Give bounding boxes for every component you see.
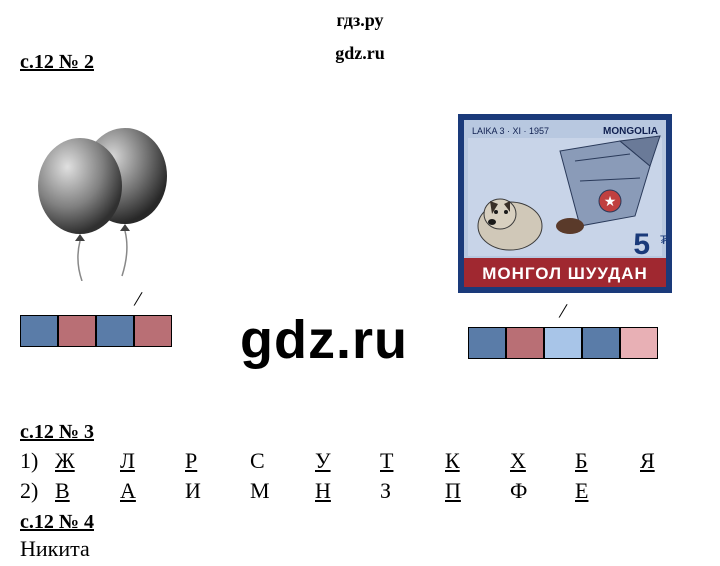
syllable-cell <box>544 327 582 359</box>
letter-cell: А <box>120 478 185 504</box>
balloons-image <box>30 121 180 286</box>
svg-text:5: 5 <box>633 228 650 261</box>
syllable-cell <box>620 327 658 359</box>
letter-cell: С <box>250 448 315 474</box>
letter-cell: Р <box>185 448 250 474</box>
syllable-cell <box>58 315 96 347</box>
svg-text:MONGOLIA: MONGOLIA <box>603 126 658 137</box>
syllable-cell <box>582 327 620 359</box>
stress-mark-1: / <box>132 286 143 313</box>
letter-cell: Я <box>640 448 705 474</box>
letter-cell: Л <box>120 448 185 474</box>
syllable-bar-1 <box>20 315 172 347</box>
syllable-cell <box>20 315 58 347</box>
letter-cell: И <box>185 478 250 504</box>
letter-cell: В <box>55 478 120 504</box>
svg-text:₮: ₮ <box>660 233 668 247</box>
syllable-cell <box>506 327 544 359</box>
letter-cell: Ж <box>55 448 120 474</box>
syllable-bar-2 <box>468 327 658 359</box>
letter-cell: К <box>445 448 510 474</box>
section4-title: с.12 № 4 <box>20 511 94 534</box>
letter-cell: М <box>250 478 315 504</box>
section3-title: с.12 № 3 <box>20 421 705 444</box>
letter-cell: У <box>315 448 380 474</box>
letters-row-1: 1)ЖЛРСУТКХБЯ <box>20 448 705 474</box>
letter-cell: Ф <box>510 478 575 504</box>
section4-text: Никита <box>20 536 94 562</box>
syllable-cell <box>134 315 172 347</box>
letter-cell: Е <box>575 478 640 504</box>
watermark: gdz.ru <box>240 309 408 371</box>
syllable-cell <box>96 315 134 347</box>
section4: с.12 № 4 Никита <box>20 511 94 562</box>
row-label: 2) <box>20 478 55 504</box>
letter-cell: Н <box>315 478 380 504</box>
letter-cell: Х <box>510 448 575 474</box>
section3: с.12 № 3 1)ЖЛРСУТКХБЯ 2)ВАИМНЗПФЕ <box>20 421 705 504</box>
syllable-cell <box>468 327 506 359</box>
row-label: 1) <box>20 448 55 474</box>
stamp-image: LAIKA 3 · XI · 1957 MONGOLIA ★ 5 ₮ МОНГОЛ ШУУ… <box>450 106 680 306</box>
letter-cell: Б <box>575 448 640 474</box>
svg-text:★: ★ <box>604 195 617 210</box>
svg-text:МОНГОЛ ШУУДАН: МОНГОЛ ШУУДАН <box>482 264 648 283</box>
page-header: гдз.ру <box>0 0 720 31</box>
letter-cell: Т <box>380 448 445 474</box>
page-footer: gdz.ru <box>0 43 720 64</box>
letter-cell: П <box>445 478 510 504</box>
svg-text:LAIKA 3 · XI · 1957: LAIKA 3 · XI · 1957 <box>472 126 549 136</box>
letter-cell: З <box>380 478 445 504</box>
letters-row-2: 2)ВАИМНЗПФЕ <box>20 478 705 504</box>
